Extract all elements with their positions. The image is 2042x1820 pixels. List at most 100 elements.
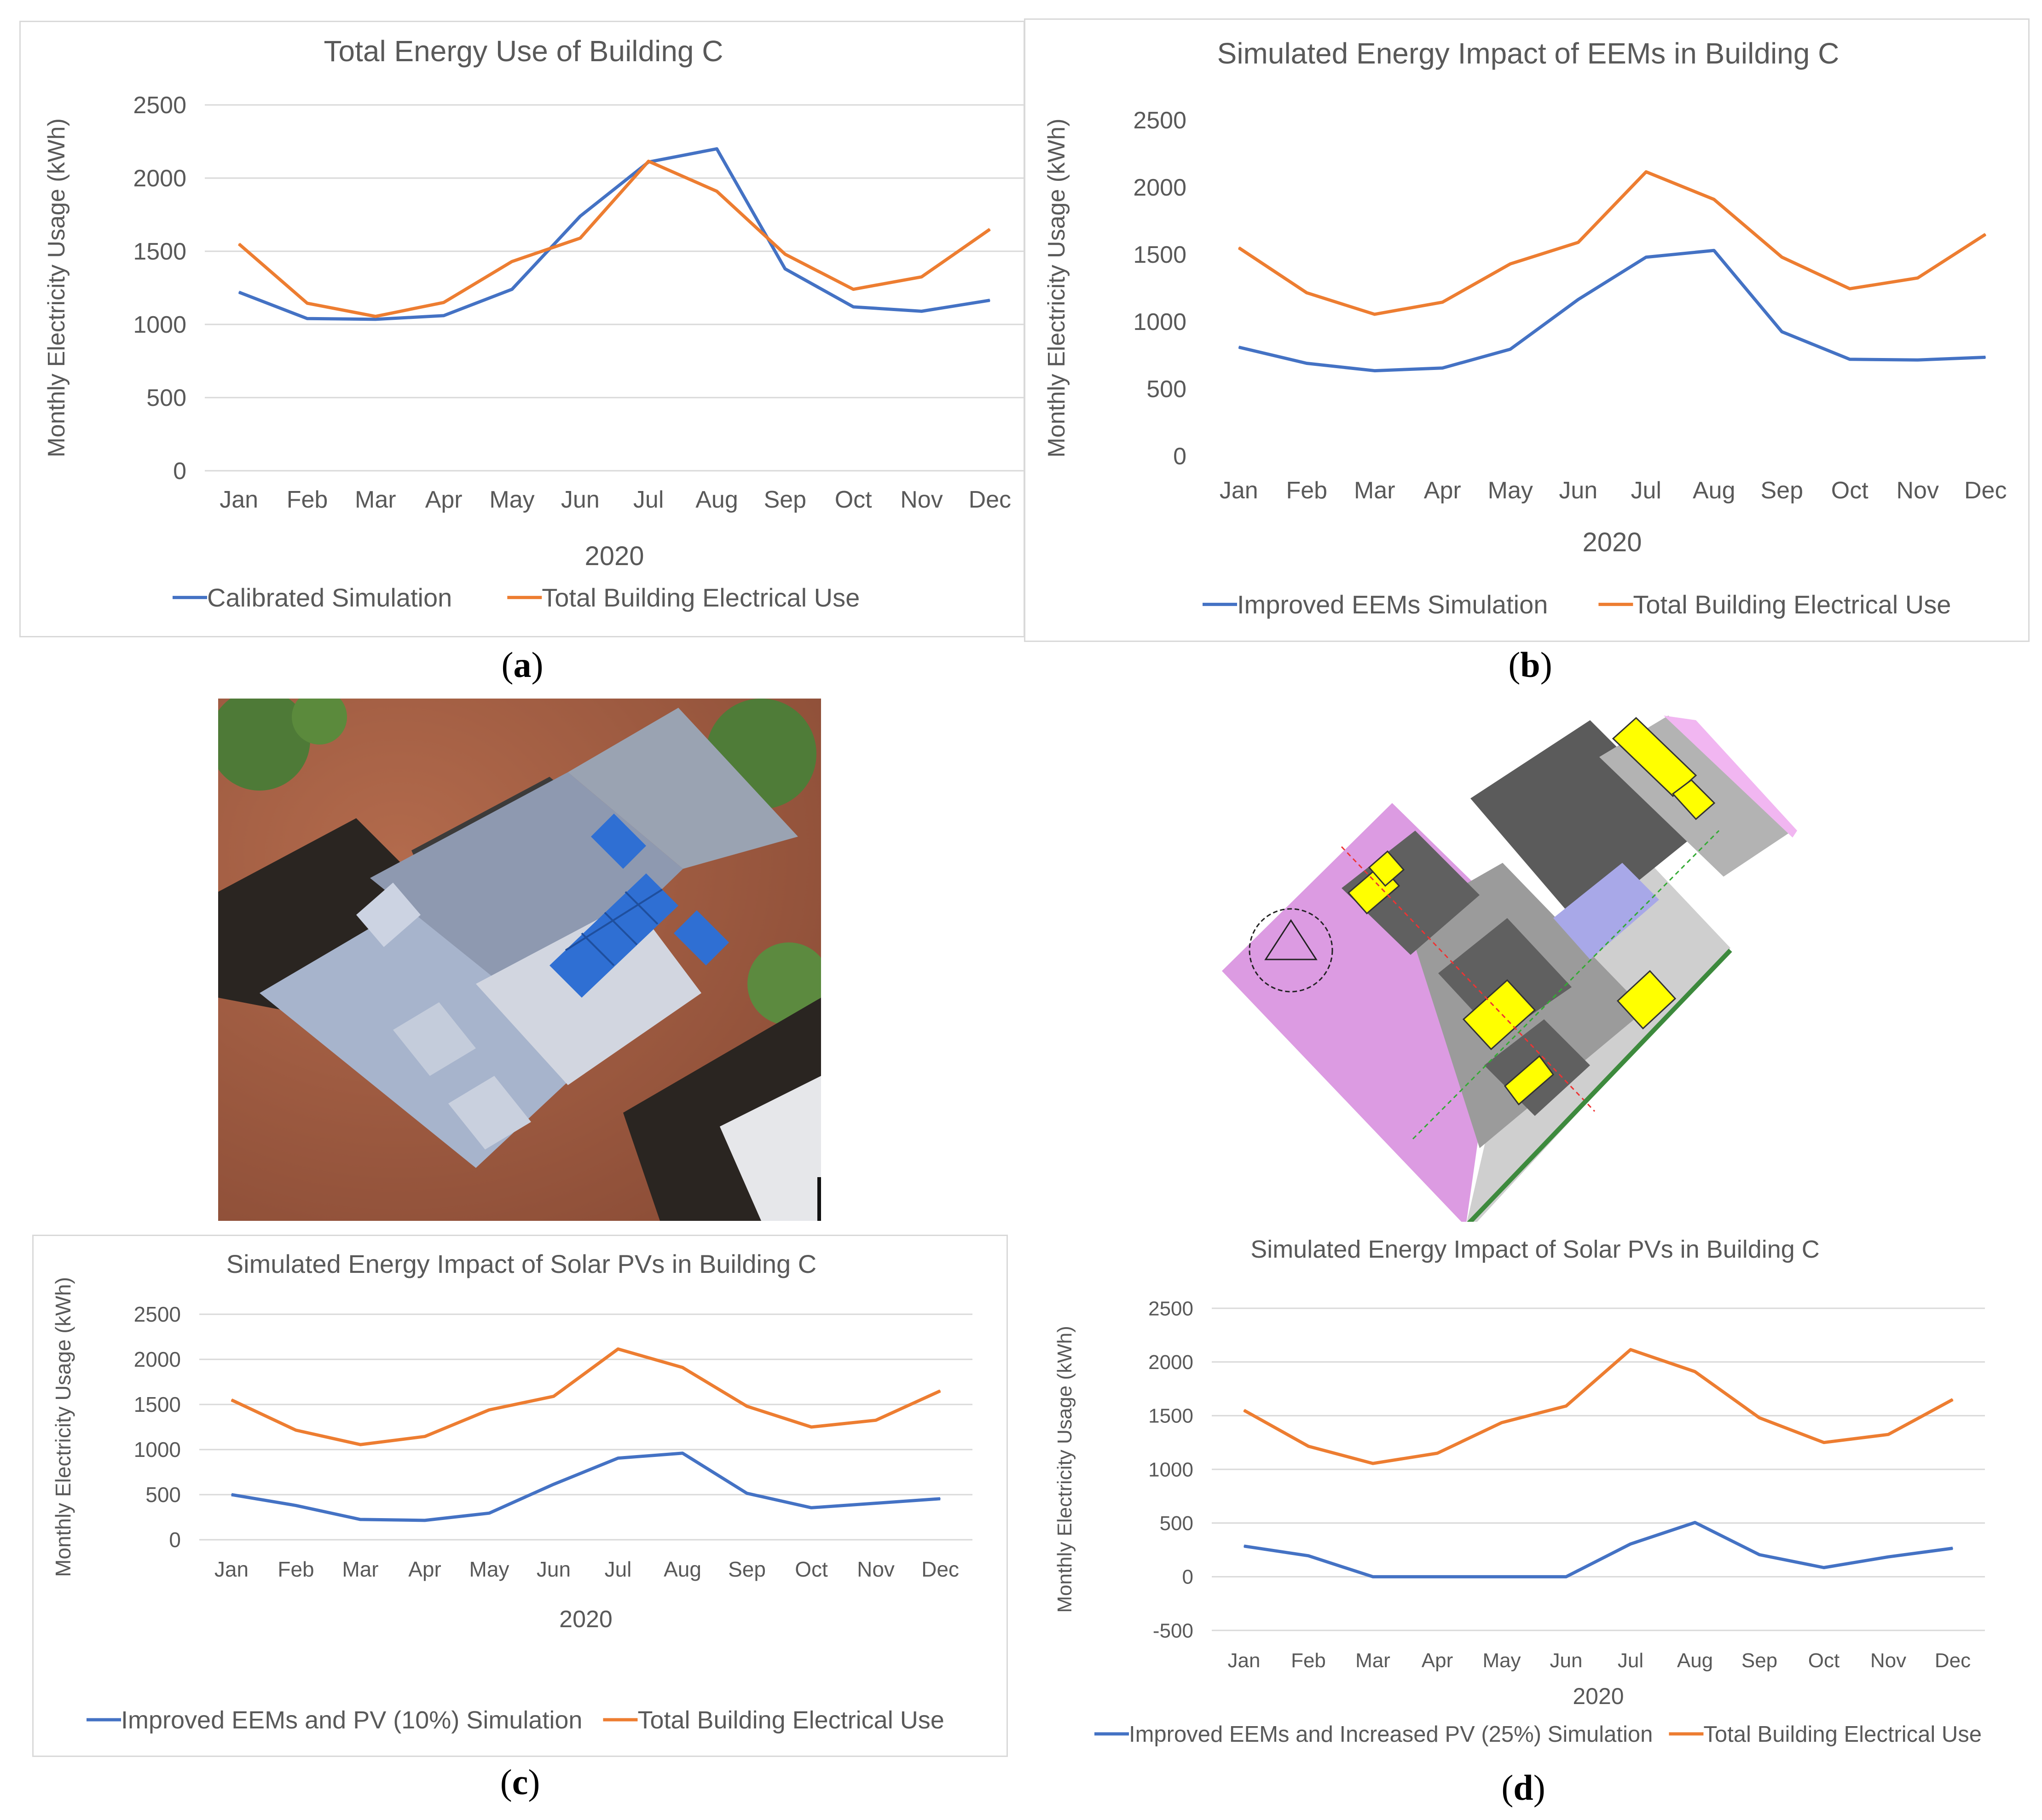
chart-c: Simulated Energy Impact of Solar PVs in … (51, 1249, 972, 1734)
legend-label: Improved EEMs and PV (10%) Simulation (121, 1706, 582, 1734)
y-tick-label: 1500 (133, 238, 186, 265)
series-line-1 (1238, 248, 1986, 373)
data-point (231, 1494, 232, 1495)
x-tick-label: Nov (1897, 477, 1939, 504)
data-point (1645, 171, 1647, 173)
y-tick-label: 2000 (1133, 174, 1186, 201)
y-tick-label: 500 (1146, 376, 1186, 403)
data-point (1713, 199, 1715, 200)
x-tick-label: Mar (342, 1557, 378, 1581)
data-point (553, 1396, 554, 1397)
y-tick-label: 2500 (1148, 1297, 1193, 1320)
data-point (1645, 256, 1647, 258)
data-point (1566, 1405, 1567, 1407)
x-tick-label: Sep (764, 486, 807, 513)
y-tick-label: 0 (1173, 443, 1186, 470)
chart-title: Simulated Energy Impact of Solar PVs in … (1250, 1236, 1820, 1263)
y-tick-label: -500 (1153, 1619, 1193, 1642)
data-point (682, 1452, 683, 1454)
x-tick-label: Feb (287, 486, 328, 513)
x-tick-label: May (1488, 477, 1533, 504)
series-line-1 (231, 1451, 941, 1522)
x-tick-label: Sep (1741, 1649, 1777, 1672)
data-point (1442, 301, 1443, 303)
x-tick-label: Dec (1964, 477, 2007, 504)
chart-c-frame: Simulated Energy Impact of Solar PVs in … (32, 1235, 1008, 1757)
data-point (989, 229, 990, 230)
data-point (1308, 1555, 1309, 1556)
data-point (1917, 277, 1918, 279)
data-point (443, 315, 445, 316)
data-point (1823, 1442, 1824, 1443)
data-point (875, 1420, 876, 1421)
data-point (1374, 370, 1375, 371)
chart-b: Simulated Energy Impact of EEMs in Build… (1043, 37, 2007, 619)
y-tick-label: 1500 (1148, 1405, 1193, 1427)
x-tick-label: May (469, 1557, 509, 1581)
data-point (360, 1519, 361, 1520)
x-tick-label: Jul (605, 1557, 632, 1581)
series-line-2 (231, 1347, 941, 1446)
y-tick-label: 0 (1182, 1566, 1193, 1589)
series-line-2 (1238, 170, 1987, 316)
data-point (875, 1502, 876, 1504)
data-point (989, 300, 990, 301)
data-point (1888, 1556, 1889, 1558)
data-point (1985, 357, 1986, 358)
x-tick-label: Mar (355, 486, 396, 513)
x-tick-label: Aug (1677, 1649, 1713, 1672)
x-tick-label: Sep (728, 1557, 766, 1581)
y-tick-label: 500 (145, 1483, 181, 1507)
x-tick-label: Aug (664, 1557, 701, 1581)
y-tick-label: 0 (173, 458, 186, 485)
chart-title: Simulated Energy Impact of EEMs in Build… (1217, 37, 1840, 70)
building-model-rendering (1222, 716, 1802, 1226)
data-point (1308, 1445, 1309, 1447)
x-tick-label: Sep (1760, 477, 1803, 504)
data-point (618, 1348, 619, 1350)
x-tick-label: Apr (1422, 1649, 1453, 1672)
data-point (1306, 292, 1307, 294)
data-point (238, 243, 240, 245)
chart-a: Total Energy Use of Building C 0 500 1000 15… (43, 35, 1024, 612)
data-point (940, 1498, 941, 1499)
x-tick-label: Nov (900, 486, 943, 513)
data-point (784, 268, 786, 270)
x-tick-label: Oct (1808, 1649, 1840, 1672)
data-point (1630, 1349, 1631, 1350)
x-tick-label: Jun (561, 486, 600, 513)
data-point (231, 1399, 232, 1401)
data-point (1759, 1554, 1760, 1555)
y-axis-label: Monthly Electricity Usage (kWh) (43, 118, 70, 457)
series-line-2 (237, 159, 991, 318)
data-point (1759, 1417, 1760, 1418)
x-tick-label: Dec (921, 1557, 959, 1581)
chart-a-frame: Total Energy Use of Building C 0 500 1000 15… (19, 21, 1025, 637)
data-point (1985, 234, 1986, 235)
x-tick-label: Aug (1693, 477, 1735, 504)
data-point (1306, 363, 1307, 364)
data-point (1238, 247, 1239, 248)
caption-c: (c) (500, 1762, 540, 1802)
data-point (307, 318, 308, 319)
data-point (1501, 1422, 1502, 1423)
data-point (1888, 1434, 1889, 1435)
data-point (1374, 313, 1375, 315)
y-tick-label: 1000 (1133, 309, 1186, 335)
series-line-1 (1244, 1521, 1953, 1578)
y-tick-label: 2000 (133, 165, 186, 192)
data-point (1501, 1576, 1502, 1577)
x-tick-label: Mar (1355, 1649, 1390, 1672)
data-point (1437, 1576, 1438, 1577)
x-axis-label: 2020 (1582, 527, 1642, 557)
x-tick-label: Apr (408, 1557, 441, 1581)
x-tick-label: Jun (537, 1557, 571, 1581)
data-point (579, 215, 581, 217)
x-tick-label: Feb (1286, 477, 1327, 504)
y-tick-label: 2500 (1133, 107, 1186, 134)
aerial-roof-photo (218, 699, 821, 1221)
x-tick-label: Aug (695, 486, 738, 513)
data-point (648, 161, 649, 162)
data-point (1566, 1576, 1567, 1577)
legend-label: Total Building Electrical Use (542, 583, 860, 612)
